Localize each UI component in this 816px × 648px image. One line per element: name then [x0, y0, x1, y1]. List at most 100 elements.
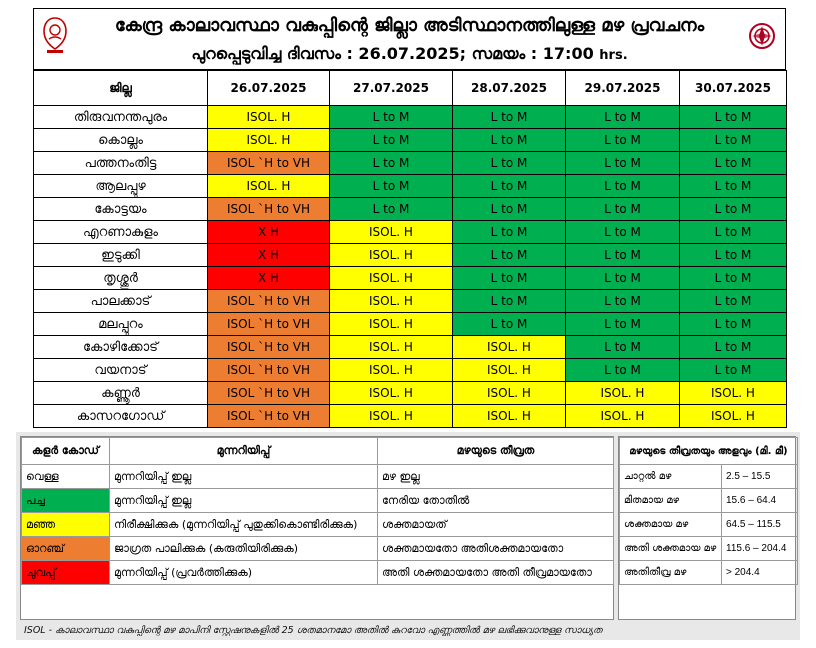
- forecast-cell: L to M: [565, 174, 680, 198]
- table-row: കാസറഗോഡ് ISOL `H to VH ISOL. H ISOL. H ISOL.…: [33, 404, 787, 428]
- forecast-cell: L to M: [679, 243, 787, 267]
- intensity-text: മഴ ഇല്ല: [377, 464, 614, 489]
- district-name: എറണാകുളം: [33, 220, 208, 244]
- forecast-cell: L to M: [679, 335, 787, 359]
- forecast-cell: L to M: [329, 128, 453, 152]
- forecast-cell: ISOL. H: [207, 105, 330, 129]
- date-column-header: 28.07.2025: [452, 70, 566, 106]
- forecast-cell: L to M: [452, 174, 566, 198]
- district-name: ഇടുക്കി: [33, 243, 208, 267]
- color-name: പച്ച: [21, 488, 110, 513]
- time-unit: hrs.: [599, 48, 628, 63]
- forecast-cell: ISOL. H: [207, 128, 330, 152]
- forecast-cell: L to M: [679, 197, 787, 221]
- amount-row: ചാറ്റൽ മഴ 2.5 – 15.5: [619, 464, 799, 489]
- forecast-cell: L to M: [679, 289, 787, 313]
- issue-info: പുറപ്പെടുവിച്ച ദിവസം : 26.07.2025; സമയം …: [34, 44, 785, 64]
- forecast-cell: L to M: [565, 151, 680, 175]
- district-name: തൃശ്ശൂർ: [33, 266, 208, 290]
- rain-category: ശക്തമായ മഴ: [619, 512, 722, 537]
- forecast-cell: ISOL. H: [452, 404, 566, 428]
- forecast-cell: L to M: [565, 312, 680, 336]
- amount-row: ശക്തമായ മഴ 64.5 – 115.5: [619, 512, 799, 537]
- table-row: കണ്ണൂർ ISOL `H to VH ISOL. H ISOL. H ISOL. H…: [33, 381, 787, 405]
- district-forecast-table: ജില്ല 26.07.2025 27.07.2025 28.07.2025 2…: [33, 70, 787, 428]
- forecast-cell: ISOL. H: [329, 381, 453, 405]
- rain-range: 15.6 – 64.4: [720, 488, 799, 513]
- warning-text: മുന്നറിയിപ്പ് ഇല്ല: [109, 488, 378, 513]
- page-title: കേന്ദ്ര കാലാവസ്ഥാ വകുപ്പിന്റെ ജില്ലാ അടി…: [114, 15, 705, 36]
- forecast-cell: L to M: [565, 243, 680, 267]
- forecast-cell: L to M: [565, 220, 680, 244]
- forecast-cell: L to M: [452, 151, 566, 175]
- rain-range: 115.6 – 204.4: [720, 536, 799, 561]
- forecast-cell: L to M: [679, 266, 787, 290]
- district-name: പാലക്കാട്: [33, 289, 208, 313]
- color-name: ഓറഞ്ച്: [21, 536, 110, 561]
- date-column-header: 30.07.2025: [679, 70, 787, 106]
- forecast-cell: L to M: [565, 358, 680, 382]
- district-name: കണ്ണൂർ: [33, 381, 208, 405]
- rain-range: 64.5 – 115.5: [720, 512, 799, 537]
- table-header-row: ജില്ല 26.07.2025 27.07.2025 28.07.2025 2…: [33, 70, 787, 106]
- legend-section: കളർ കോഡ് മുന്നറിയിപ്പ് മഴയുടെ തീവ്രത വെള…: [16, 432, 800, 640]
- forecast-cell: ISOL. H: [565, 381, 680, 405]
- forecast-cell: L to M: [452, 197, 566, 221]
- color-name: മഞ്ഞ: [21, 512, 110, 537]
- color-code-table: കളർ കോഡ് മുന്നറിയിപ്പ് മഴയുടെ തീവ്രത വെള…: [21, 437, 614, 585]
- legend-header-row: കളർ കോഡ് മുന്നറിയിപ്പ് മഴയുടെ തീവ്രത: [21, 437, 614, 465]
- intensity-text: ശക്തമായത്: [377, 512, 614, 537]
- legend-row: ചുവപ്പ് മുന്നറിയിപ്പ് (പ്രവർത്തിക്കുക) അതി…: [21, 560, 614, 585]
- legend-row: വെള്ള മുന്നറിയിപ്പ് ഇല്ല മഴ ഇല്ല: [21, 464, 614, 489]
- forecast-cell: L to M: [452, 105, 566, 129]
- district-name: ആലപ്പുഴ: [33, 174, 208, 198]
- forecast-cell: L to M: [329, 174, 453, 198]
- intensity-header: മഴയുടെ തീവ്രത: [377, 437, 614, 465]
- forecast-cell: ISOL. H: [679, 404, 787, 428]
- forecast-cell: ISOL. H: [329, 335, 453, 359]
- forecast-cell: ISOL. H: [329, 243, 453, 267]
- color-name: വെള്ള: [21, 464, 110, 489]
- forecast-cell: L to M: [329, 105, 453, 129]
- amount-table-body: ചാറ്റൽ മഴ 2.5 – 15.5 മിതമായ മഴ 15.6 – 64.4 ശ…: [619, 464, 799, 585]
- district-name: തിരുവനന്തപുരം: [33, 105, 208, 129]
- forecast-cell: X H: [207, 220, 330, 244]
- intensity-text: നേരിയ തോതിൽ: [377, 488, 614, 513]
- rain-range: > 204.4: [720, 560, 799, 585]
- district-name: കാസറഗോഡ്: [33, 404, 208, 428]
- forecast-cell: L to M: [565, 289, 680, 313]
- warning-text: മുന്നറിയിപ്പ് ഇല്ല: [109, 464, 378, 489]
- issue-datetime: പുറപ്പെടുവിച്ച ദിവസം : 26.07.2025; സമയം …: [191, 44, 594, 63]
- forecast-cell: L to M: [452, 312, 566, 336]
- intensity-text: ശക്തമായതോ അതിശക്തമായതോ: [377, 536, 614, 561]
- forecast-cell: L to M: [452, 266, 566, 290]
- forecast-cell: ISOL. H: [452, 358, 566, 382]
- district-column-header: ജില്ല: [33, 70, 208, 106]
- isol-footnote: ISOL - കാലാവസ്ഥാ വകുപ്പിന്റെ മഴ മാപിനി സ…: [24, 625, 603, 636]
- amount-header-row: മഴയുടെ തീവ്രതയും അളവും (മി. മീ): [618, 437, 799, 465]
- forecast-cell: L to M: [329, 197, 453, 221]
- forecast-cell: L to M: [565, 266, 680, 290]
- forecast-cell: ISOL `H to VH: [207, 289, 330, 313]
- forecast-cell: X H: [207, 266, 330, 290]
- forecast-cell: ISOL `H to VH: [207, 358, 330, 382]
- legend-row: ഓറഞ്ച് ജാഗ്രത പാലിക്കുക (കരുതിയിരിക്കുക) ശ…: [21, 536, 614, 561]
- warning-text: മുന്നറിയിപ്പ് (പ്രവർത്തിക്കുക): [109, 560, 378, 585]
- color-code-header: കളർ കോഡ്: [21, 437, 110, 465]
- kerala-emblem-icon: [43, 17, 67, 53]
- forecast-cell: ISOL `H to VH: [207, 381, 330, 405]
- forecast-cell: ISOL. H: [329, 289, 453, 313]
- forecast-cell: L to M: [452, 289, 566, 313]
- legend-table-body: വെള്ള മുന്നറിയിപ്പ് ഇല്ല മഴ ഇല്ല പച്ച മുന്നറ…: [21, 464, 614, 585]
